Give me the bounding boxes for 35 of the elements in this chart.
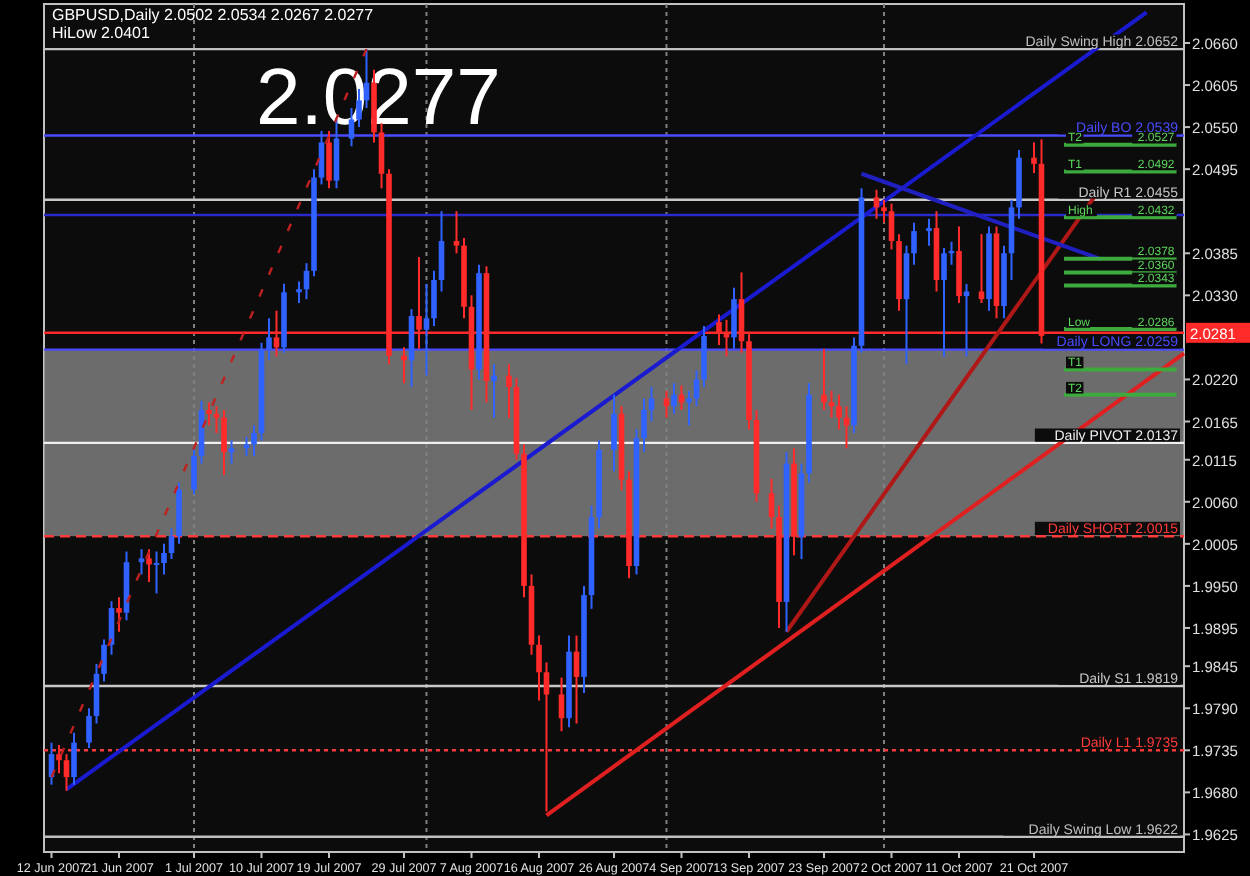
candlestick [138, 548, 145, 576]
annotation: GBPUSD,Daily 2.0502 2.0534 2.0267 2.0277 [52, 6, 375, 24]
candlestick [206, 401, 212, 427]
candlestick [941, 246, 947, 358]
candlestick [71, 731, 77, 786]
candlestick [296, 280, 302, 304]
candlestick [86, 707, 92, 750]
candlestick [326, 129, 332, 190]
candlestick [221, 409, 227, 477]
candlestick [828, 389, 835, 419]
candlestick [881, 198, 887, 224]
candlestick [228, 439, 235, 465]
candlestick [956, 225, 962, 304]
candlestick [506, 363, 512, 419]
candlestick [926, 217, 932, 247]
candlestick [671, 382, 677, 415]
candlestick [1031, 141, 1037, 174]
candlestick [191, 447, 197, 496]
candlestick [558, 676, 565, 733]
candlestick [251, 424, 257, 457]
candlestick [153, 550, 160, 595]
candlestick [401, 346, 407, 385]
candlestick [116, 596, 122, 633]
candlestick [243, 435, 250, 457]
candlestick [821, 347, 827, 412]
candlestick [836, 393, 842, 431]
candlestick [146, 548, 152, 584]
candlestick [423, 282, 430, 377]
candlestick [318, 129, 325, 186]
candlestick [611, 393, 617, 473]
annotation: HiLow 2.0401 [52, 24, 151, 42]
candlestick [56, 743, 62, 775]
candlestick [491, 363, 497, 419]
candlestick [63, 753, 70, 792]
candlestick [731, 286, 737, 350]
